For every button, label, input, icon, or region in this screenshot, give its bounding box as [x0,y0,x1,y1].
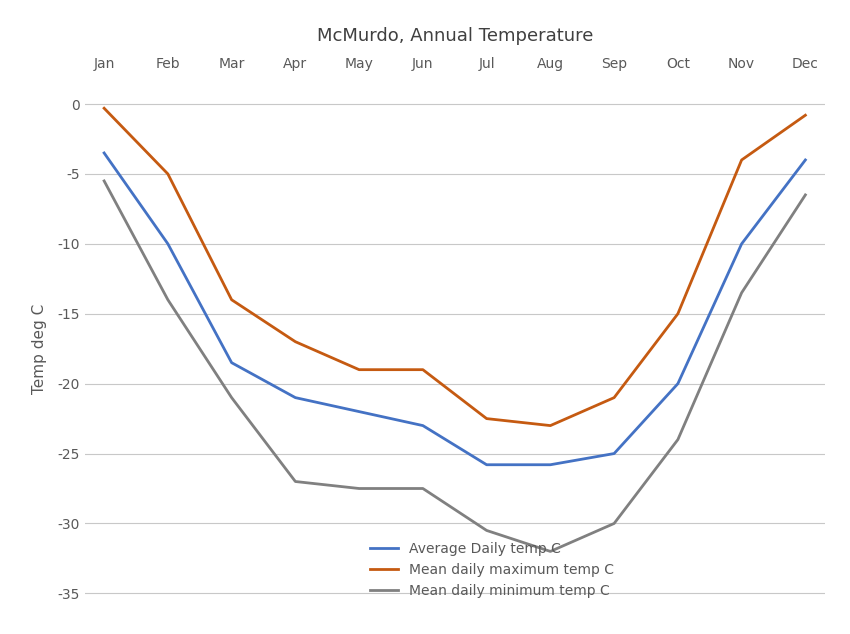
Average Daily temp C [736,240,746,248]
Line: Average Daily temp C: Average Daily temp C [104,153,805,465]
Mean daily maximum temp C [417,366,428,373]
Title: McMurdo, Annual Temperature: McMurdo, Annual Temperature [316,27,593,44]
Mean daily minimum temp C [736,289,746,297]
Mean daily maximum temp C [99,105,109,112]
Average Daily temp C [354,408,364,415]
Average Daily temp C [99,149,109,157]
Average Daily temp C [417,422,428,429]
Mean daily minimum temp C [800,191,810,198]
Average Daily temp C [226,359,236,366]
Mean daily maximum temp C [609,394,619,401]
Mean daily maximum temp C [354,366,364,373]
Average Daily temp C [481,461,491,469]
Average Daily temp C [290,394,301,401]
Mean daily minimum temp C [417,485,428,493]
Average Daily temp C [162,240,173,248]
Mean daily maximum temp C [481,415,491,422]
Average Daily temp C [672,380,683,387]
Mean daily maximum temp C [672,310,683,318]
Average Daily temp C [800,156,810,164]
Average Daily temp C [609,450,619,457]
Mean daily minimum temp C [481,527,491,534]
Line: Mean daily maximum temp C: Mean daily maximum temp C [104,108,805,425]
Line: Mean daily minimum temp C: Mean daily minimum temp C [104,181,805,552]
Mean daily maximum temp C [546,422,556,429]
Mean daily maximum temp C [800,112,810,119]
Average Daily temp C [546,461,556,469]
Mean daily minimum temp C [546,548,556,555]
Mean daily minimum temp C [290,477,301,485]
Y-axis label: Temp deg C: Temp deg C [31,304,47,394]
Mean daily minimum temp C [354,485,364,493]
Legend: Average Daily temp C, Mean daily maximum temp C, Mean daily minimum temp C: Average Daily temp C, Mean daily maximum… [364,536,619,604]
Mean daily minimum temp C [99,177,109,184]
Mean daily maximum temp C [226,296,236,304]
Mean daily maximum temp C [162,170,173,178]
Mean daily minimum temp C [609,520,619,527]
Mean daily maximum temp C [736,156,746,164]
Mean daily minimum temp C [672,436,683,443]
Mean daily maximum temp C [290,338,301,346]
Mean daily minimum temp C [162,296,173,304]
Mean daily minimum temp C [226,394,236,401]
